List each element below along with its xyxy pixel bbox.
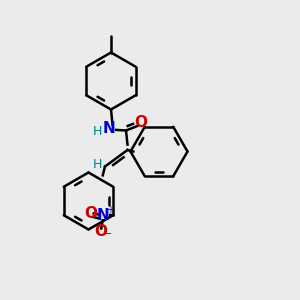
Text: N: N [96,208,109,223]
Text: H: H [93,125,102,139]
Text: N: N [103,122,116,136]
Text: +: + [106,206,114,215]
Text: O: O [95,224,108,239]
Text: O: O [134,116,147,130]
Text: O: O [84,206,97,221]
Text: −: − [103,230,112,239]
Text: H: H [93,158,102,172]
